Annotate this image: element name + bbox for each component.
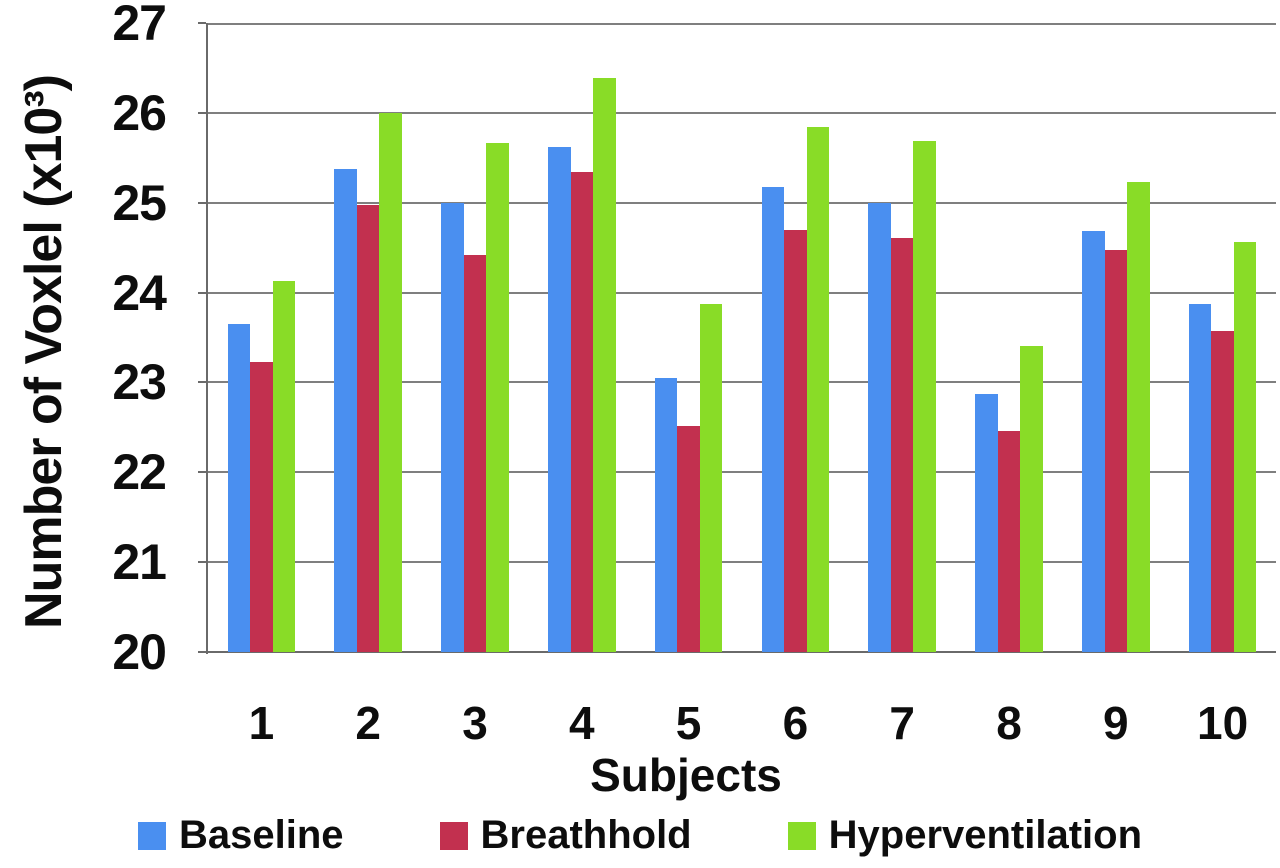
legend-label-hyperventilation: Hyperventilation [828,813,1143,857]
x-tick-label-1: 1 [248,697,275,749]
bar-hyperventilation-subject-7 [913,140,936,652]
legend-item-breathhold: Breathhold [439,813,692,858]
bar-breathhold-subject-3 [463,254,487,652]
x-tick-label-4: 4 [568,697,595,749]
legend-swatch-baseline [137,821,166,850]
bar-hyperventilation-subject-4 [593,77,616,652]
bar-breathhold-subject-5 [677,425,700,652]
bar-breathhold-subject-2 [356,205,380,652]
legend-item-baseline: Baseline [137,813,344,858]
bar-hyperventilation-subject-8 [1020,345,1043,652]
bar-baseline-subject-3 [441,202,464,652]
x-tick-label-10: 10 [1197,697,1249,749]
bar-hyperventilation-subject-1 [272,280,296,652]
bar-baseline-subject-10 [1188,304,1212,652]
y-tick-mark-20 [198,651,206,653]
bar-hyperventilation-subject-5 [699,304,723,652]
bar-breathhold-subject-4 [570,172,594,652]
bar-baseline-subject-4 [548,147,571,652]
bar-hyperventilation-subject-6 [806,127,830,652]
legend-swatch-hyperventilation [787,821,816,850]
x-tick-label-7: 7 [889,697,915,749]
bar-baseline-subject-1 [227,324,251,652]
y-tick-mark-24 [198,291,206,294]
x-tick-label-9: 9 [1102,697,1129,749]
bar-baseline-subject-9 [1082,231,1105,652]
bar-baseline-subject-2 [334,168,357,652]
bar-breathhold-subject-10 [1211,331,1234,652]
gridline-27 [208,23,1276,25]
x-axis-title: Subjects [590,749,782,801]
y-tick-label-21: 21 [112,534,167,591]
x-tick-label-2: 2 [355,697,381,749]
legend-label-baseline: Baseline [178,813,344,857]
bar-breathhold-subject-6 [784,229,807,652]
y-tick-mark-23 [198,381,206,384]
bar-baseline-subject-5 [654,377,678,652]
y-axis-line [206,23,208,654]
legend-label-breathhold: Breathhold [480,813,692,857]
y-tick-label-24: 24 [112,264,167,321]
bar-hyperventilation-subject-10 [1233,242,1257,652]
y-tick-label-20: 20 [112,624,167,680]
y-tick-mark-22 [198,471,206,474]
x-tick-label-5: 5 [675,697,702,749]
gridline-21 [208,561,1276,564]
bar-breathhold-subject-7 [890,237,914,652]
y-tick-label-23: 23 [112,354,167,411]
y-tick-mark-26 [198,111,206,114]
plot-area [208,23,1276,652]
x-tick-label-8: 8 [996,697,1022,749]
legend: Baseline Breathhold Hyperventilation [40,813,1240,858]
bar-hyperventilation-subject-9 [1127,182,1150,652]
y-tick-label-22: 22 [112,444,167,501]
bar-baseline-subject-8 [975,394,998,652]
bar-breathhold-subject-8 [997,430,1021,652]
bar-hyperventilation-subject-2 [379,112,402,652]
x-tick-label-6: 6 [782,697,809,749]
x-tick-label-3: 3 [462,697,488,749]
bar-hyperventilation-subject-3 [486,142,509,652]
bar-breathhold-subject-9 [1104,250,1128,652]
gridline-24 [208,291,1276,294]
gridline-26 [208,111,1276,114]
x-axis-line [206,651,1276,653]
gridline-22 [208,471,1276,474]
legend-item-hyperventilation: Hyperventilation [787,813,1143,858]
gridline-23 [208,381,1276,384]
gridline-25 [208,201,1276,204]
y-tick-label-27: 27 [112,0,167,51]
y-tick-mark-21 [198,561,206,564]
bar-baseline-subject-7 [868,202,891,652]
y-tick-label-25: 25 [112,174,167,231]
y-tick-mark-25 [198,201,206,204]
y-tick-label-26: 26 [112,84,167,141]
legend-swatch-breathhold [439,821,468,850]
bar-breathhold-subject-1 [250,361,273,652]
bar-baseline-subject-6 [761,186,785,652]
y-tick-mark-27 [198,22,206,24]
